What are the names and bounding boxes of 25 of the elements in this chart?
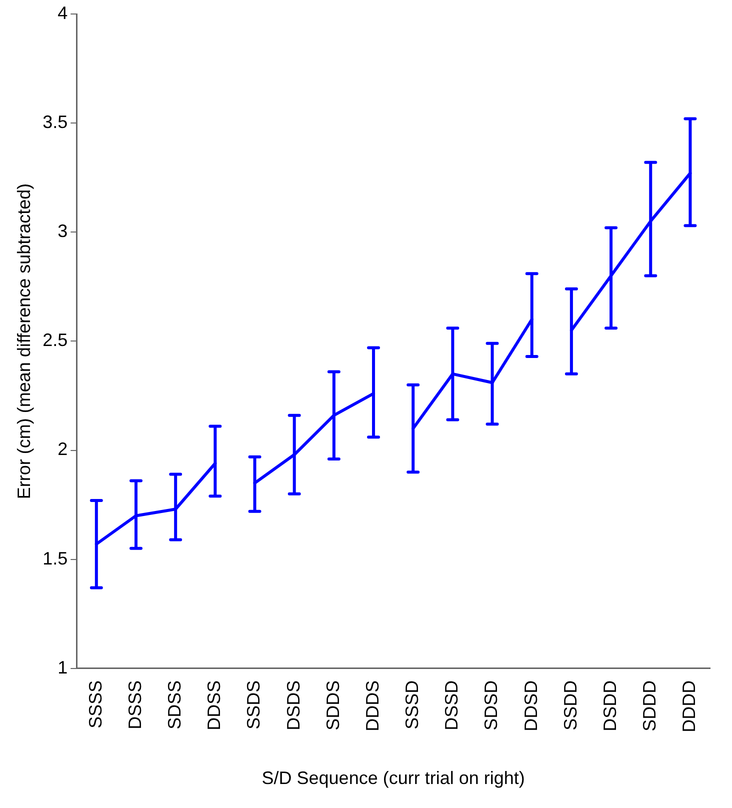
y-tick-label: 3.5 [42,112,68,132]
x-tick-label: DDDS [362,680,382,732]
x-tick-label: DSDS [283,680,304,730]
y-axis-title: Error (cm) (mean difference subtracted) [14,183,34,500]
x-tick-label: DDSS [204,680,224,730]
x-tick-label: DSSS [124,680,145,730]
y-tick-label: 3 [58,221,68,242]
x-tick-label: SDDS [322,680,343,730]
y-tick-label: 1.5 [42,548,68,568]
x-tick-label: DSDD [600,680,620,732]
x-tick-label: SSSD [402,680,422,730]
y-tick-label: 2.5 [42,330,68,350]
y-tick-label: 2 [58,439,68,460]
x-tick-label: DDSD [520,680,541,732]
x-tick-label: SDDD [640,680,660,732]
y-tick-label: 4 [58,2,68,23]
x-tick-label: SSDS [244,680,264,730]
x-tick-label: SSSS [85,680,106,728]
x-tick-label: SDSS [164,680,185,730]
y-tick-label: 1 [58,657,68,678]
x-axis-title: S/D Sequence (curr trial on right) [262,768,525,788]
x-tick-label: SDSD [481,680,502,730]
x-tick-label: DDDD [679,680,700,732]
x-tick-label: DSSD [442,680,462,730]
x-tick-label: SSDD [560,680,580,730]
